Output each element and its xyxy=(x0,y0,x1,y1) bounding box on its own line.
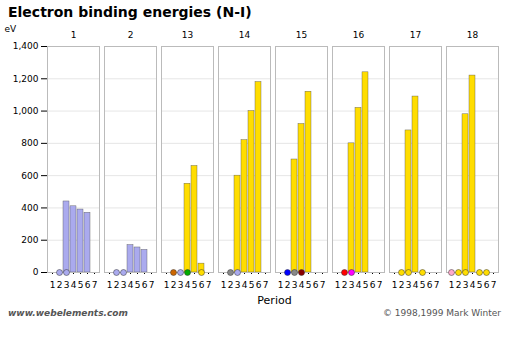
svg-text:16: 16 xyxy=(353,30,365,40)
svg-text:4: 4 xyxy=(71,280,77,290)
svg-text:1,400: 1,400 xyxy=(13,41,39,51)
svg-text:5: 5 xyxy=(420,280,426,290)
svg-text:5: 5 xyxy=(135,280,141,290)
svg-text:1,000: 1,000 xyxy=(13,106,39,116)
svg-text:6: 6 xyxy=(199,280,205,290)
svg-text:200: 200 xyxy=(21,235,38,245)
svg-text:1,200: 1,200 xyxy=(13,74,39,84)
svg-text:5: 5 xyxy=(249,280,255,290)
svg-text:5: 5 xyxy=(363,280,369,290)
svg-text:1: 1 xyxy=(50,280,56,290)
svg-text:6: 6 xyxy=(256,280,262,290)
svg-text:4: 4 xyxy=(299,280,305,290)
svg-text:2: 2 xyxy=(128,30,134,40)
svg-text:18: 18 xyxy=(467,30,479,40)
svg-text:7: 7 xyxy=(149,280,155,290)
svg-text:2: 2 xyxy=(342,280,348,290)
svg-text:1: 1 xyxy=(392,280,398,290)
svg-text:7: 7 xyxy=(263,280,269,290)
svg-text:7: 7 xyxy=(434,280,440,290)
html-text:Period: Period xyxy=(257,294,292,307)
svg-text:4: 4 xyxy=(413,280,419,290)
svg-text:3: 3 xyxy=(235,280,241,290)
svg-text:4: 4 xyxy=(242,280,248,290)
svg-text:3: 3 xyxy=(178,280,184,290)
svg-text:1: 1 xyxy=(449,280,455,290)
svg-text:5: 5 xyxy=(477,280,483,290)
html-text:www.webelements.com: www.webelements.com xyxy=(8,308,128,318)
svg-text:3: 3 xyxy=(349,280,355,290)
html-text:© 1998,1999 Mark Winter: © 1998,1999 Mark Winter xyxy=(382,308,501,318)
svg-text:14: 14 xyxy=(239,30,251,40)
svg-text:5: 5 xyxy=(306,280,312,290)
svg-text:2: 2 xyxy=(171,280,177,290)
svg-text:6: 6 xyxy=(313,280,319,290)
svg-text:800: 800 xyxy=(21,138,38,148)
svg-text:1: 1 xyxy=(71,30,77,40)
svg-text:7: 7 xyxy=(491,280,497,290)
svg-text:6: 6 xyxy=(142,280,148,290)
svg-text:6: 6 xyxy=(427,280,433,290)
svg-text:5: 5 xyxy=(78,280,84,290)
svg-text:3: 3 xyxy=(121,280,127,290)
svg-text:15: 15 xyxy=(296,30,307,40)
svg-text:3: 3 xyxy=(406,280,412,290)
svg-text:600: 600 xyxy=(21,171,38,181)
svg-text:4: 4 xyxy=(128,280,134,290)
svg-text:17: 17 xyxy=(410,30,421,40)
svg-text:5: 5 xyxy=(192,280,198,290)
svg-text:4: 4 xyxy=(356,280,362,290)
svg-text:2: 2 xyxy=(114,280,120,290)
svg-text:6: 6 xyxy=(370,280,376,290)
svg-text:7: 7 xyxy=(92,280,98,290)
svg-text:2: 2 xyxy=(456,280,462,290)
svg-text:7: 7 xyxy=(377,280,383,290)
svg-text:1: 1 xyxy=(278,280,284,290)
svg-text:6: 6 xyxy=(484,280,490,290)
svg-text:eV: eV xyxy=(5,24,18,34)
svg-text:4: 4 xyxy=(470,280,476,290)
svg-text:2: 2 xyxy=(399,280,405,290)
svg-text:1: 1 xyxy=(164,280,170,290)
svg-text:3: 3 xyxy=(64,280,70,290)
svg-text:6: 6 xyxy=(85,280,91,290)
svg-text:1: 1 xyxy=(107,280,113,290)
svg-text:7: 7 xyxy=(206,280,212,290)
svg-text:3: 3 xyxy=(292,280,298,290)
svg-text:1: 1 xyxy=(335,280,341,290)
svg-text:4: 4 xyxy=(185,280,191,290)
svg-text:3: 3 xyxy=(463,280,469,290)
svg-text:0: 0 xyxy=(33,267,39,277)
svg-text:400: 400 xyxy=(21,203,38,213)
svg-text:2: 2 xyxy=(57,280,63,290)
svg-text:2: 2 xyxy=(228,280,234,290)
svg-text:13: 13 xyxy=(182,30,193,40)
svg-text:1: 1 xyxy=(221,280,227,290)
html-text:Electron binding energies (N-I: Electron binding energies (N-I) xyxy=(8,4,252,20)
svg-text:2: 2 xyxy=(285,280,291,290)
svg-text:7: 7 xyxy=(320,280,326,290)
